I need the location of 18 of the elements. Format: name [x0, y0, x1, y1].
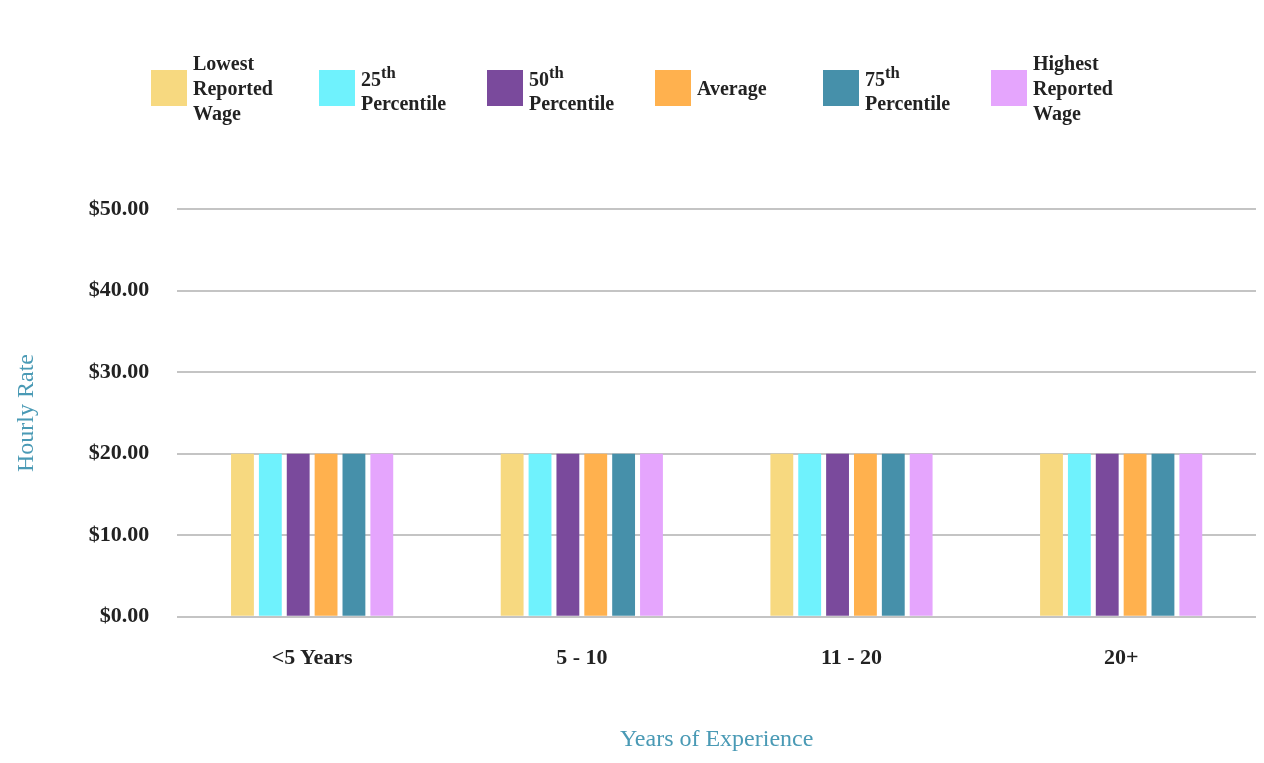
- x-tick-label: 11 - 20: [820, 643, 883, 669]
- legend-label: Lowest Reported Wage: [193, 50, 274, 126]
- legend-label: 75$^{th}$ Percentile: [865, 61, 952, 117]
- legend-label: 25$^{th}$ Percentile: [361, 61, 448, 117]
- legend-label: 50$^{th}$ Percentile: [529, 61, 616, 117]
- x-tick-label: <5 Years: [271, 643, 353, 669]
- y-tick-label: $40.00: [88, 276, 150, 302]
- legend-label: Highest Reported Wage: [1033, 50, 1114, 126]
- legend-label: Average: [697, 75, 768, 101]
- y-tick-label: $20.00: [88, 439, 150, 465]
- y-tick-label: $50.00: [88, 194, 150, 220]
- y-axis-title: Hourly Rate: [11, 354, 38, 472]
- x-tick-label: 5 - 10: [556, 643, 608, 669]
- x-tick-label: 20+: [1103, 643, 1139, 669]
- y-tick-label: $0.00: [99, 602, 150, 628]
- y-tick-label: $30.00: [88, 357, 150, 383]
- y-tick-label: $10.00: [88, 520, 150, 546]
- x-axis-title: Years of Experience: [619, 724, 814, 751]
